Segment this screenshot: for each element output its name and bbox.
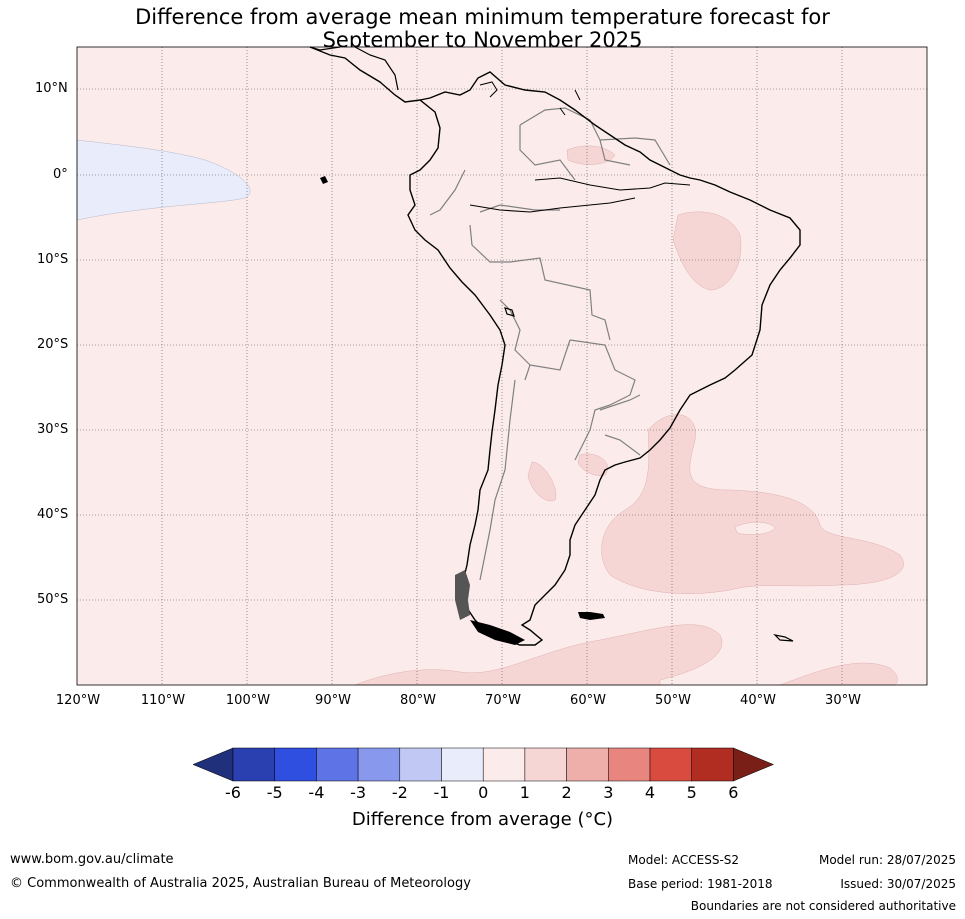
colorbar-segment bbox=[608, 747, 651, 782]
lon-label-40W: 40°W bbox=[740, 693, 776, 708]
footer-model-run: Model run: 28/07/2025 bbox=[818, 853, 956, 867]
amazon-river bbox=[469, 177, 691, 213]
lat-label-0: 0° bbox=[53, 167, 68, 182]
map-frame bbox=[76, 46, 928, 686]
lon-label-50W: 50°W bbox=[655, 693, 691, 708]
patagonia-islands bbox=[455, 570, 470, 620]
colorbar-tick: -5 bbox=[266, 783, 283, 802]
colorbar-tick: -2 bbox=[391, 783, 408, 802]
colorbar-segment bbox=[316, 747, 359, 782]
colorbar-arrow-high bbox=[733, 747, 775, 782]
central-america-coastline bbox=[309, 46, 399, 91]
footer-copyright: © Commonwealth of Australia 2025, Austra… bbox=[10, 876, 471, 891]
warm-patch-argentina bbox=[527, 461, 557, 502]
colorbar-tick: 2 bbox=[561, 783, 572, 802]
lat-label-40S: 40°S bbox=[37, 507, 69, 522]
lon-label-60W: 60°W bbox=[570, 693, 606, 708]
footer-website: www.bom.gov.au/climate bbox=[10, 852, 174, 867]
colorbar-tick: 5 bbox=[686, 783, 697, 802]
colorbar-tick: -6 bbox=[225, 783, 241, 802]
lat-label-50S: 50°S bbox=[37, 592, 69, 607]
chart-title-line1: Difference from average mean minimum tem… bbox=[135, 5, 830, 29]
lat-label-20S: 20°S bbox=[37, 337, 69, 352]
lon-label-30W: 30°W bbox=[825, 693, 861, 708]
warm-patch-southern-ocean bbox=[354, 624, 723, 686]
lake-titicaca bbox=[504, 307, 515, 317]
galapagos bbox=[320, 176, 328, 184]
warm-patch-south-atlantic bbox=[601, 414, 904, 594]
colorbar-segment bbox=[649, 747, 692, 782]
colorbar-segment bbox=[399, 747, 442, 782]
caribbean-islands bbox=[479, 81, 581, 116]
colorbar-segment bbox=[482, 747, 526, 782]
colorbar-label: Difference from average (°C) bbox=[351, 809, 614, 830]
south-america-coastline bbox=[309, 46, 801, 646]
colorbar-arrow-low bbox=[192, 747, 234, 782]
colorbar-segment bbox=[274, 747, 317, 782]
south-georgia bbox=[773, 634, 794, 642]
footer-model: Model: ACCESS-S2 bbox=[628, 853, 740, 867]
colorbar-segment bbox=[441, 747, 484, 782]
warm-patch-uruguay bbox=[577, 453, 608, 476]
colorbar-tick: -3 bbox=[350, 783, 367, 802]
colorbar-segment bbox=[524, 747, 567, 782]
colorbar bbox=[192, 747, 775, 782]
colorbar-tick: 0 bbox=[478, 783, 489, 802]
warm-patch-brazil bbox=[672, 211, 742, 291]
footer-base-period: Base period: 1981-2018 bbox=[628, 877, 773, 891]
colorbar-tick: 6 bbox=[728, 783, 739, 802]
lon-label-110W: 110°W bbox=[140, 693, 186, 708]
lat-label-10N: 10°N bbox=[35, 81, 68, 96]
lat-label-30S: 30°S bbox=[37, 422, 69, 437]
cool-hole-south-atlantic bbox=[734, 522, 776, 535]
tierra-del-fuego bbox=[470, 620, 525, 645]
colorbar-segment bbox=[691, 747, 734, 782]
warm-patch-southeast bbox=[779, 662, 898, 686]
lon-label-70W: 70°W bbox=[485, 693, 521, 708]
falkland-islands bbox=[578, 612, 605, 620]
colorbar-tick: -1 bbox=[433, 783, 450, 802]
colorbar-tick: 3 bbox=[603, 783, 614, 802]
lon-label-80W: 80°W bbox=[400, 693, 436, 708]
lat-label-10S: 10°S bbox=[37, 252, 69, 267]
colorbar-tick: 4 bbox=[644, 783, 656, 802]
colorbar-segment bbox=[232, 747, 275, 782]
colorbar-tick: -4 bbox=[308, 783, 325, 802]
lon-label-100W: 100°W bbox=[225, 693, 271, 708]
colorbar-segment bbox=[566, 747, 609, 782]
colorbar-segment bbox=[357, 747, 401, 782]
colorbar-tick: 1 bbox=[519, 783, 530, 802]
lon-label-120W: 120°W bbox=[55, 693, 101, 708]
footer-disclaimer: Boundaries are not considered authoritat… bbox=[690, 899, 956, 913]
footer-issued: Issued: 30/07/2025 bbox=[840, 877, 956, 891]
cool-anomaly-patch bbox=[76, 139, 251, 221]
lon-label-90W: 90°W bbox=[315, 693, 351, 708]
